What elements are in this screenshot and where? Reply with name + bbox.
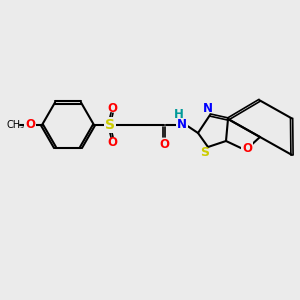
- Text: O: O: [107, 136, 117, 148]
- Text: O: O: [242, 142, 252, 155]
- Text: N: N: [177, 118, 187, 131]
- Text: H: H: [174, 109, 184, 122]
- Text: O: O: [107, 101, 117, 115]
- Text: CH₃: CH₃: [7, 120, 25, 130]
- Text: N: N: [203, 103, 213, 116]
- Text: S: S: [105, 118, 115, 132]
- Text: O: O: [25, 118, 35, 131]
- Text: O: O: [159, 137, 169, 151]
- Text: S: S: [200, 146, 209, 158]
